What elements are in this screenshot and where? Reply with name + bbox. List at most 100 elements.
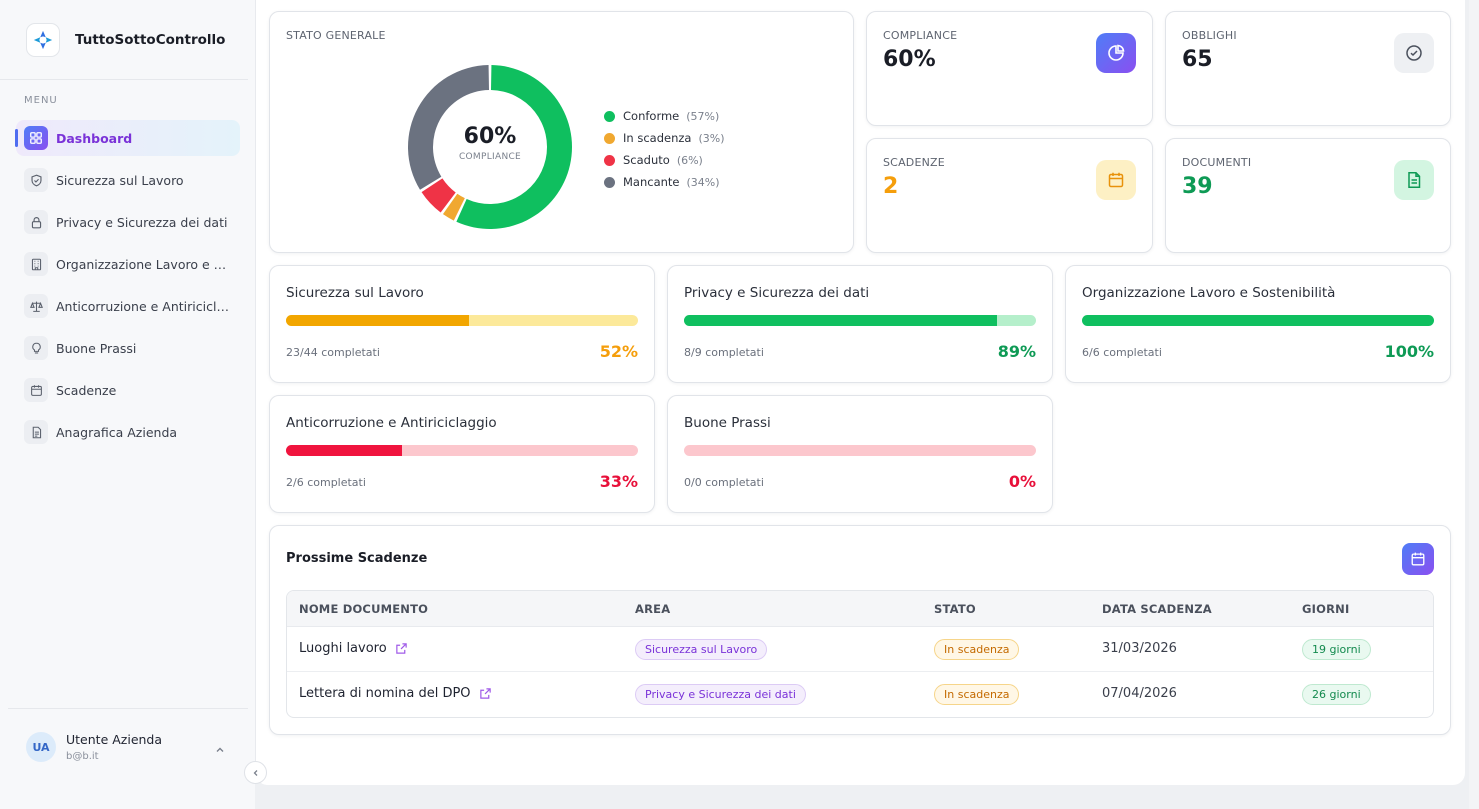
area-card-anticorruzione[interactable]: Anticorruzione e Antiriciclaggio 2/6 com… bbox=[269, 395, 655, 513]
legend-dot bbox=[604, 154, 615, 166]
user-menu[interactable]: UA Utente Azienda b@b.it bbox=[8, 708, 248, 785]
progress-bar bbox=[684, 445, 1036, 456]
area-card-buone-prassi[interactable]: Buone Prassi 0/0 completati 0% bbox=[667, 395, 1053, 513]
sidebar-item-sicurezza[interactable]: Sicurezza sul Lavoro bbox=[16, 162, 240, 198]
stat-label: OBBLIGHI bbox=[1182, 29, 1237, 42]
area-count: 6/6 completati bbox=[1082, 346, 1162, 359]
scadenze-stat-card[interactable]: SCADENZE 2 bbox=[866, 138, 1153, 253]
column-header[interactable]: NOME DOCUMENTO bbox=[299, 602, 429, 616]
sidebar-item-anagrafica[interactable]: Anagrafica Azienda bbox=[16, 414, 240, 450]
legend-item: In scadenza (3%) bbox=[604, 127, 725, 149]
compliance-donut-chart bbox=[408, 65, 572, 230]
stat-value: 60% bbox=[883, 47, 936, 72]
area-card-organizzazione[interactable]: Organizzazione Lavoro e Sostenibilità 6/… bbox=[1065, 265, 1451, 383]
document-name-text[interactable]: Lettera di nomina del DPO bbox=[299, 686, 471, 701]
sidebar-item-anticorruzione[interactable]: Anticorruzione e Antiriciclaggio bbox=[16, 288, 240, 324]
area-card-sicurezza[interactable]: Sicurezza sul Lavoro 23/44 completati 52… bbox=[269, 265, 655, 383]
due-date: 07/04/2026 bbox=[1102, 686, 1177, 701]
document-name[interactable]: Luoghi lavoro bbox=[299, 641, 408, 656]
legend-item: Scaduto (6%) bbox=[604, 149, 725, 171]
area-title: Privacy e Sicurezza dei dati bbox=[684, 285, 870, 301]
stat-label: DOCUMENTI bbox=[1182, 156, 1252, 169]
donut-segment bbox=[421, 178, 456, 213]
lock-icon bbox=[24, 210, 48, 234]
sidebar-item-buone-prassi[interactable]: Buone Prassi bbox=[16, 330, 240, 366]
legend-pct: (3%) bbox=[698, 131, 725, 145]
sidebar-item-organizzazione[interactable]: Organizzazione Lavoro e Sostenibilità bbox=[16, 246, 240, 282]
scale-icon bbox=[24, 294, 48, 318]
area-count: 2/6 completati bbox=[286, 476, 366, 489]
table-row[interactable]: Luoghi lavoro Sicurezza sul Lavoro In sc… bbox=[287, 627, 1433, 672]
progress-bar-fill bbox=[1082, 315, 1434, 326]
legend-dot bbox=[604, 176, 615, 188]
area-badge: Sicurezza sul Lavoro bbox=[635, 639, 768, 660]
calendar-icon bbox=[24, 378, 48, 402]
scadenze-table: NOME DOCUMENTO AREA STATO DATA SCADENZA … bbox=[286, 590, 1434, 718]
days-badge: 26 giorni bbox=[1302, 684, 1371, 705]
due-date: 31/03/2026 bbox=[1102, 641, 1177, 656]
column-header[interactable]: DATA SCADENZA bbox=[1102, 602, 1212, 616]
calendar-icon bbox=[1096, 160, 1136, 200]
compliance-stat-card[interactable]: COMPLIANCE 60% bbox=[866, 11, 1153, 126]
user-name: Utente Azienda bbox=[66, 732, 163, 747]
stat-value: 39 bbox=[1182, 174, 1213, 199]
status-badge: In scadenza bbox=[934, 684, 1020, 705]
column-header[interactable]: STATO bbox=[934, 602, 976, 616]
donut-segment bbox=[408, 65, 490, 190]
chevron-left-icon bbox=[251, 763, 261, 782]
brand[interactable]: TuttoSottoControllo bbox=[0, 0, 248, 80]
document-name-text[interactable]: Luoghi lavoro bbox=[299, 641, 387, 656]
area-title: Buone Prassi bbox=[684, 415, 771, 431]
sidebar-collapse-button[interactable] bbox=[244, 761, 267, 784]
donut-segment bbox=[456, 65, 572, 230]
progress-bar bbox=[1082, 315, 1434, 326]
donut-center-value: 60% bbox=[463, 124, 517, 149]
avatar: UA bbox=[26, 732, 56, 762]
legend-item: Mancante (34%) bbox=[604, 171, 725, 193]
area-card-privacy[interactable]: Privacy e Sicurezza dei dati 8/9 complet… bbox=[667, 265, 1053, 383]
sidebar-item-label: Anticorruzione e Antiriciclaggio bbox=[56, 298, 234, 314]
progress-bar-fill bbox=[286, 315, 470, 326]
stat-label: COMPLIANCE bbox=[883, 29, 958, 42]
shield-icon bbox=[24, 168, 48, 192]
sidebar-item-scadenze[interactable]: Scadenze bbox=[16, 372, 240, 408]
card-title: STATO GENERALE bbox=[286, 29, 386, 42]
stato-generale-card: STATO GENERALE 60% COMPLIANCE Conforme (… bbox=[269, 11, 854, 253]
sidebar-item-privacy[interactable]: Privacy e Sicurezza dei dati bbox=[16, 204, 240, 240]
app-name: TuttoSottoControllo bbox=[75, 31, 226, 48]
document-name[interactable]: Lettera di nomina del DPO bbox=[299, 686, 492, 701]
legend-item: Conforme (57%) bbox=[604, 105, 725, 127]
chevron-up-icon[interactable] bbox=[214, 741, 226, 760]
external-link-icon[interactable] bbox=[395, 642, 408, 655]
stat-value: 2 bbox=[883, 174, 899, 199]
sidebar: TuttoSottoControllo MENU Dashboard Sicur… bbox=[0, 0, 255, 809]
legend-dot bbox=[604, 110, 615, 122]
chart-legend: Conforme (57%) In scadenza (3%) Scaduto … bbox=[604, 105, 725, 193]
area-percentage: 100% bbox=[1384, 342, 1434, 361]
column-header[interactable]: AREA bbox=[635, 602, 671, 616]
calendar-icon[interactable] bbox=[1402, 543, 1434, 575]
legend-name: Scaduto bbox=[623, 153, 670, 167]
external-link-icon[interactable] bbox=[479, 687, 492, 700]
area-percentage: 52% bbox=[599, 342, 638, 361]
area-title: Sicurezza sul Lavoro bbox=[286, 285, 424, 301]
pie-chart-icon bbox=[1096, 33, 1136, 73]
area-percentage: 89% bbox=[997, 342, 1036, 361]
file-text-icon bbox=[1394, 160, 1434, 200]
progress-bar bbox=[286, 315, 638, 326]
sidebar-item-label: Organizzazione Lavoro e Sostenibilità bbox=[56, 256, 234, 272]
menu-label: MENU bbox=[24, 95, 58, 106]
area-badge: Privacy e Sicurezza dei dati bbox=[635, 684, 806, 705]
legend-name: In scadenza bbox=[623, 131, 692, 145]
table-row[interactable]: Lettera di nomina del DPO Privacy e Sicu… bbox=[287, 672, 1433, 717]
obblighi-stat-card[interactable]: OBBLIGHI 65 bbox=[1165, 11, 1451, 126]
scrollbar-track bbox=[1469, 0, 1479, 809]
building-icon bbox=[24, 252, 48, 276]
user-email: b@b.it bbox=[66, 751, 99, 762]
documenti-stat-card[interactable]: DOCUMENTI 39 bbox=[1165, 138, 1451, 253]
legend-pct: (6%) bbox=[676, 153, 703, 167]
column-header[interactable]: GIORNI bbox=[1302, 602, 1350, 616]
sidebar-item-label: Dashboard bbox=[56, 130, 133, 146]
sidebar-item-dashboard[interactable]: Dashboard bbox=[15, 120, 240, 156]
area-count: 8/9 completati bbox=[684, 346, 764, 359]
